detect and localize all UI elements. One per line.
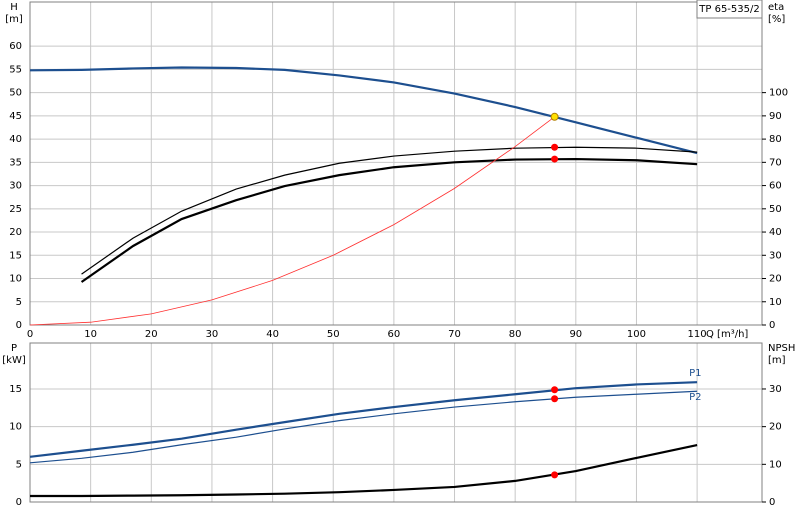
y-tick-label: 20 xyxy=(9,227,22,238)
y-tick-label: 55 xyxy=(9,64,22,75)
y2-tick-label: 100 xyxy=(769,88,788,99)
duty-point xyxy=(551,395,559,403)
duty-point xyxy=(551,471,559,479)
y2-tick-label: 10 xyxy=(769,459,782,470)
y2-tick-label: 0 xyxy=(769,320,775,331)
curve xyxy=(29,66,698,155)
curve xyxy=(29,116,555,326)
curve xyxy=(29,390,698,464)
legend-box-text: TP 65-535/2 xyxy=(698,4,759,15)
y2-tick-label: 40 xyxy=(769,227,782,238)
y-axis-unit: [m] xyxy=(5,14,23,25)
plot-frame xyxy=(29,1,763,326)
curve xyxy=(29,381,698,458)
y-axis-label: H xyxy=(10,2,18,13)
x-tick-label: 50 xyxy=(327,329,340,340)
y2-tick-label: 30 xyxy=(769,250,782,261)
y2-tick-label: 20 xyxy=(769,274,782,285)
y-axis-label: P xyxy=(11,343,17,354)
x-tick-label: 20 xyxy=(145,329,158,340)
x-tick-label: 60 xyxy=(388,329,401,340)
y-tick-label: 10 xyxy=(9,274,22,285)
y2-axis-unit: [%] xyxy=(768,14,785,25)
y2-tick-label: 20 xyxy=(769,422,782,433)
x-tick-label: 70 xyxy=(448,329,461,340)
y-tick-label: 5 xyxy=(16,459,22,470)
y-tick-label: 5 xyxy=(16,297,22,308)
curve xyxy=(81,146,698,275)
y2-tick-label: 80 xyxy=(769,134,782,145)
y-tick-label: 40 xyxy=(9,134,22,145)
y2-tick-label: 60 xyxy=(769,181,782,192)
x-tick-label: 40 xyxy=(266,329,279,340)
curve xyxy=(30,444,698,498)
duty-point xyxy=(551,386,559,394)
curve xyxy=(80,157,698,283)
y2-tick-label: 70 xyxy=(769,157,782,168)
series-label: P1 xyxy=(689,368,701,379)
y-tick-label: 30 xyxy=(9,181,22,192)
y2-tick-label: 10 xyxy=(769,297,782,308)
x-tick-label: 0 xyxy=(27,329,33,340)
y2-tick-label: 30 xyxy=(769,384,782,395)
y-tick-label: 15 xyxy=(9,250,22,261)
y-tick-label: 15 xyxy=(9,384,22,395)
y-tick-label: 0 xyxy=(16,320,22,331)
y-axis-unit: [kW] xyxy=(2,355,26,366)
duty-point xyxy=(551,143,559,151)
duty-point xyxy=(551,155,559,163)
x-tick-label: 90 xyxy=(569,329,582,340)
y-tick-label: 35 xyxy=(9,157,22,168)
x-tick-label: 10 xyxy=(84,329,97,340)
y2-tick-label: 50 xyxy=(769,204,782,215)
y2-tick-label: 90 xyxy=(769,111,782,122)
y-tick-label: 10 xyxy=(9,422,22,433)
y-tick-label: 45 xyxy=(9,111,22,122)
legend-box xyxy=(696,0,763,19)
y-tick-label: 25 xyxy=(9,204,22,215)
y-tick-label: 50 xyxy=(9,88,22,99)
y2-axis-unit: [m] xyxy=(768,355,786,366)
duty-point xyxy=(550,112,559,121)
y2-axis-label: NPSH xyxy=(768,343,795,354)
y2-axis-label: eta xyxy=(768,2,784,13)
plot-frame xyxy=(29,342,763,503)
x-tick-label: 80 xyxy=(509,329,522,340)
y-tick-label: 60 xyxy=(9,41,22,52)
y2-tick-label: 0 xyxy=(769,497,775,508)
x-tick-label: 30 xyxy=(206,329,219,340)
x-tick-label: 100 xyxy=(627,329,646,340)
x-axis-label: Q [m³/h] xyxy=(706,329,748,340)
x-tick-label: 110 xyxy=(688,329,707,340)
y-tick-label: 0 xyxy=(16,497,22,508)
series-label: P2 xyxy=(689,392,701,403)
